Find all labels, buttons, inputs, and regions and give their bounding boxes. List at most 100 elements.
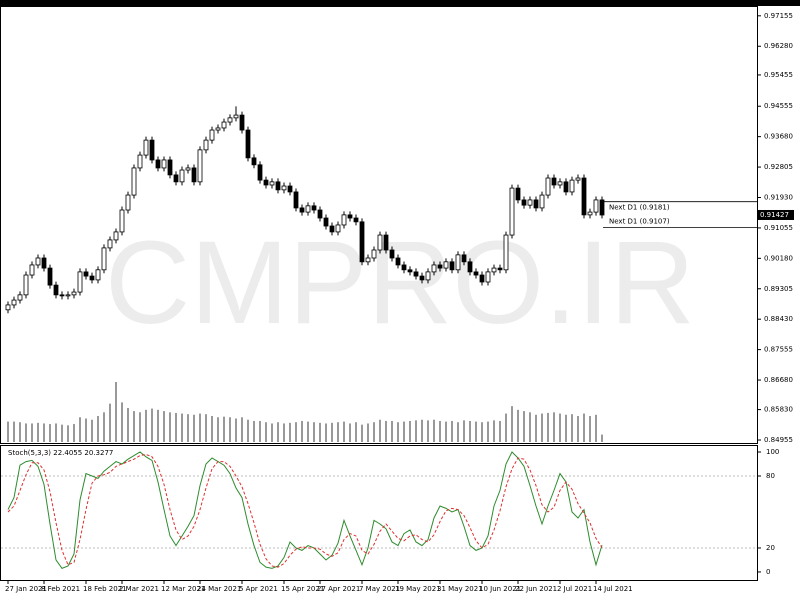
candle-body xyxy=(209,129,215,141)
candle-body xyxy=(263,179,269,186)
y-tick-label: 0.88430 xyxy=(764,315,793,323)
y-tick-label: 0.93680 xyxy=(764,133,793,141)
candle-body xyxy=(257,164,263,181)
candle-body xyxy=(113,231,119,241)
candle-body xyxy=(413,271,419,277)
y-tick-label: 0.91930 xyxy=(764,193,793,201)
y-tick-label: 80 xyxy=(766,472,775,480)
y-tick-label: 0.91055 xyxy=(764,224,793,232)
x-tick-label: 24 Mar 2021 xyxy=(197,585,241,593)
candle-body xyxy=(533,199,539,209)
candle-body xyxy=(5,304,11,311)
candle-body xyxy=(551,177,557,186)
candle-body xyxy=(545,177,551,196)
stoch-line xyxy=(7,453,603,568)
level-label: Next D1 (0.9107) xyxy=(609,217,670,225)
candle-body xyxy=(107,239,113,249)
candle-body xyxy=(23,274,29,296)
candle-body xyxy=(119,209,125,233)
candle-body xyxy=(203,139,209,151)
y-tick-label: 0.92805 xyxy=(764,163,793,171)
x-tick-label: 2 Mar 2021 xyxy=(119,585,159,593)
candle-body xyxy=(419,275,425,281)
candle-body xyxy=(83,271,89,277)
candle-body xyxy=(425,271,431,281)
candle-body xyxy=(95,269,101,281)
candle-body xyxy=(347,214,353,219)
candle-body xyxy=(317,209,323,219)
candle-body xyxy=(89,275,95,281)
candle-body xyxy=(101,247,107,271)
candle-body xyxy=(233,114,239,119)
candle-body xyxy=(323,217,329,227)
candle-body xyxy=(521,199,527,206)
candle-body xyxy=(371,249,377,259)
candle-body xyxy=(275,181,281,191)
y-tick-label: 0.97155 xyxy=(764,12,793,20)
x-tick-label: 31 May 2021 xyxy=(437,585,483,593)
candle-body xyxy=(293,191,299,209)
candle-body xyxy=(125,194,131,211)
candle-body xyxy=(593,199,599,213)
x-tick-label: 5 Apr 2021 xyxy=(239,585,278,593)
candle-body xyxy=(389,249,395,259)
candle-body xyxy=(239,114,245,131)
candle-body xyxy=(365,257,371,263)
candle-body xyxy=(557,181,563,186)
candle-body xyxy=(599,199,605,216)
candle-body xyxy=(449,261,455,271)
main-pane-frame xyxy=(0,6,758,444)
current-price-box xyxy=(758,209,794,220)
candle-body xyxy=(53,284,59,296)
candle-body xyxy=(185,167,191,171)
candle-body xyxy=(485,271,491,283)
candle-body xyxy=(167,159,173,176)
candle-body xyxy=(443,261,449,269)
x-tick-label: 19 May 2021 xyxy=(395,585,441,593)
candle-body xyxy=(131,167,137,196)
current-price-label: 0.91427 xyxy=(760,211,789,219)
candle-body xyxy=(305,205,311,213)
candle-body xyxy=(245,129,251,159)
y-tick-label: 0.96280 xyxy=(764,42,793,50)
candle-body xyxy=(431,264,437,273)
candle-body xyxy=(215,127,221,131)
candle-body xyxy=(503,234,509,271)
x-tick-label: 22 Jun 2021 xyxy=(515,585,557,593)
candle-body xyxy=(491,267,497,273)
candle-body xyxy=(383,234,389,251)
x-tick-label: 14 Jul 2021 xyxy=(593,585,633,593)
candle-body xyxy=(71,291,77,296)
stoch-line xyxy=(7,451,603,569)
candle-body xyxy=(569,179,575,193)
candle-body xyxy=(155,159,161,169)
candle-body xyxy=(407,269,413,273)
x-tick-label: 10 Jun 2021 xyxy=(479,585,521,593)
candle-body xyxy=(65,294,71,297)
candle-body xyxy=(341,214,347,226)
candle-body xyxy=(527,199,533,206)
x-tick-label: 7 May 2021 xyxy=(359,585,400,593)
candle-body xyxy=(41,257,47,269)
candle-body xyxy=(29,264,35,276)
y-tick-label: 100 xyxy=(766,448,779,456)
candle-body xyxy=(227,117,233,123)
candle-body xyxy=(137,154,143,169)
y-tick-label: 0.87555 xyxy=(764,346,793,354)
top-border xyxy=(0,0,800,6)
y-tick-label: 0.85830 xyxy=(764,406,793,414)
y-tick-label: 0 xyxy=(766,568,770,576)
x-tick-label: 27 Jan 2021 xyxy=(5,585,47,593)
candle-body xyxy=(59,294,65,297)
y-tick-label: 0.94555 xyxy=(764,102,793,110)
candle-body xyxy=(515,187,521,201)
candle-body xyxy=(287,185,293,193)
stoch-title: Stoch(5,3,3) 22.4055 20.3277 xyxy=(8,449,113,457)
candle-body xyxy=(221,121,227,129)
candle-body xyxy=(509,187,515,236)
candle-body xyxy=(77,271,83,293)
y-tick-label: 0.86680 xyxy=(764,376,793,384)
candle-body xyxy=(35,257,41,266)
